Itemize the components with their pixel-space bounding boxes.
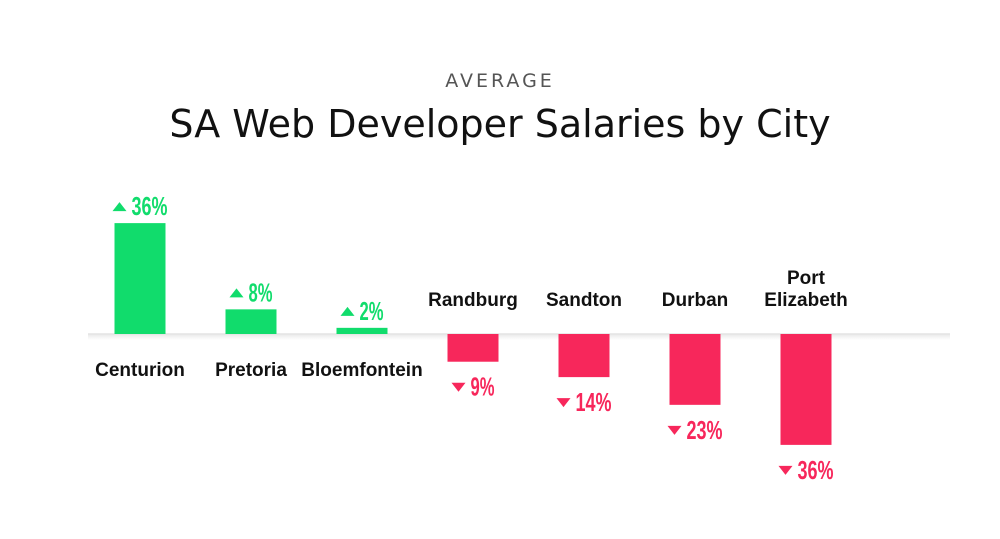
category-label-line: Randburg [428,290,518,311]
category-label-6: Port Elizabeth [764,268,847,311]
data-label-5: 23% [687,415,723,445]
category-label-3: Randburg [428,290,518,311]
bar-3 [447,334,499,362]
bar-6 [780,334,832,445]
down-arrow-icon-5 [667,425,682,435]
category-label-line: Bloemfontein [301,360,422,381]
down-arrow-icon-6 [778,465,793,475]
up-arrow-icon-0 [112,202,127,212]
up-arrow-icon-2 [340,306,355,316]
data-label-3: 9% [471,372,495,402]
category-label-line: Port [787,268,826,289]
data-label-2: 2% [360,296,384,326]
down-arrow-icon-3 [451,382,466,392]
bar-0 [114,223,166,334]
up-arrow-icon-1 [229,288,244,298]
bar-4 [558,334,610,378]
data-label-6: 36% [798,455,834,485]
category-label-4: Sandton [546,290,622,311]
category-label-line: Pretoria [215,360,287,381]
baseline-shadow [88,334,950,340]
category-label-line: Centurion [95,360,185,381]
chart-subtitle: AVERAGE [445,70,555,92]
data-label-4: 14% [576,387,612,417]
category-label-0: Centurion [95,360,185,381]
chart-title: SA Web Developer Salaries by City [169,102,831,146]
category-label-1: Pretoria [215,360,287,381]
category-label-2: Bloemfontein [301,360,422,381]
category-label-line: Sandton [546,290,622,311]
down-arrow-icon-4 [556,398,571,408]
bar-5 [669,334,721,405]
data-label-0: 36% [132,191,168,221]
bar-1 [225,309,277,334]
category-label-line: Durban [662,290,729,311]
bar-2 [336,327,388,334]
category-label-5: Durban [662,290,729,311]
data-label-1: 8% [249,277,273,307]
category-label-line: Elizabeth [764,290,847,311]
